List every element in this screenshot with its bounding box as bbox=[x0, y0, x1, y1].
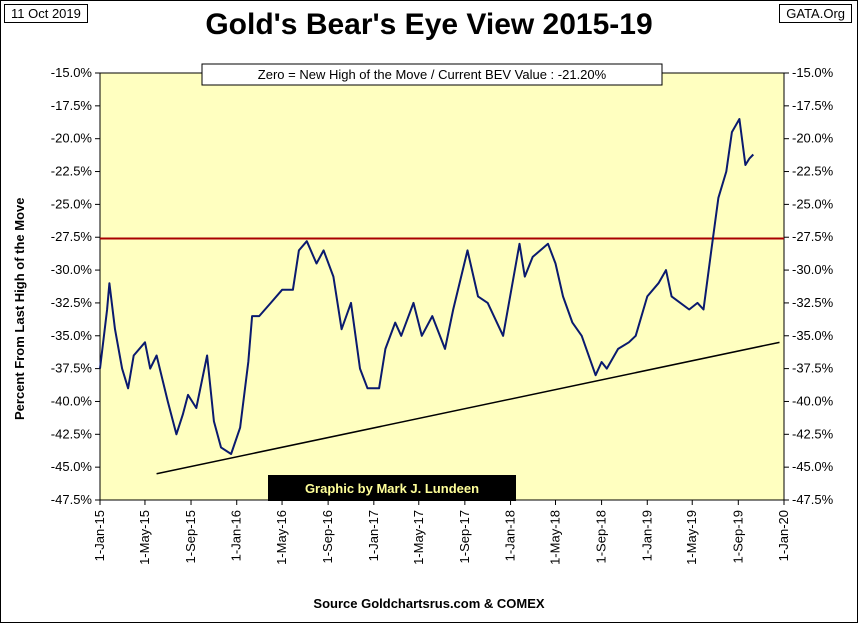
x-tick-label: 1-Sep-15 bbox=[183, 510, 198, 563]
y-tick-label: -17.5% bbox=[792, 98, 834, 113]
y-tick-label: -32.5% bbox=[792, 295, 834, 310]
y-tick-label: -15.0% bbox=[51, 65, 93, 80]
x-tick-label: 1-May-17 bbox=[411, 510, 426, 565]
y-tick-label: -47.5% bbox=[792, 492, 834, 507]
date-label: 11 Oct 2019 bbox=[4, 4, 88, 23]
x-tick-label: 1-May-16 bbox=[274, 510, 289, 565]
y-axis-label: Percent From Last High of the Move bbox=[12, 197, 27, 420]
y-tick-label: -25.0% bbox=[51, 196, 93, 211]
y-tick-label: -47.5% bbox=[51, 492, 93, 507]
x-tick-label: 1-May-18 bbox=[548, 510, 563, 565]
y-tick-label: -22.5% bbox=[51, 164, 93, 179]
y-tick-label: -37.5% bbox=[792, 361, 834, 376]
credit-box bbox=[268, 475, 516, 501]
plot-area bbox=[99, 72, 785, 501]
source-footer: Source Goldchartsrus.com & COMEX bbox=[313, 596, 545, 611]
x-tick-label: 1-Jan-15 bbox=[92, 510, 107, 561]
y-tick-label: -25.0% bbox=[792, 196, 834, 211]
x-tick-label: 1-Sep-19 bbox=[730, 510, 745, 563]
x-tick-label: 1-Jan-19 bbox=[639, 510, 654, 561]
y-tick-label: -17.5% bbox=[51, 98, 93, 113]
y-axis-left: -15.0% -17.5% -20.0% -22.5% -25.0% -27.5% -30.… bbox=[51, 65, 100, 507]
y-tick-label: -42.5% bbox=[792, 426, 834, 441]
x-axis: 1-Jan-15 1-May-15 1-Sep-15 1-Jan-16 1-May-16… bbox=[92, 500, 791, 565]
y-tick-label: -45.0% bbox=[792, 459, 834, 474]
y-tick-label: -22.5% bbox=[792, 164, 834, 179]
x-tick-label: 1-May-19 bbox=[684, 510, 699, 565]
y-axis-right: -15.0% -17.5% -20.0% -22.5% -25.0% -27.5% -30.… bbox=[784, 65, 834, 507]
credit-text: Graphic by Mark J. Lundeen bbox=[305, 481, 479, 496]
chart-title: Gold's Bear's Eye View 2015-19 bbox=[205, 8, 653, 41]
y-tick-label: -40.0% bbox=[792, 393, 834, 408]
y-tick-label: -20.0% bbox=[51, 131, 93, 146]
x-tick-label: 1-Jan-18 bbox=[503, 510, 518, 561]
x-tick-label: 1-Sep-18 bbox=[594, 510, 609, 563]
x-tick-label: 1-May-15 bbox=[137, 510, 152, 565]
annotation-text: Zero = New High of the Move / Current BE… bbox=[258, 67, 607, 82]
x-tick-label: 1-Sep-16 bbox=[320, 510, 335, 563]
y-tick-label: -35.0% bbox=[51, 328, 93, 343]
y-tick-label: -15.0% bbox=[792, 65, 834, 80]
series-line bbox=[99, 118, 755, 455]
y-tick-label: -27.5% bbox=[792, 229, 834, 244]
x-tick-label: 1-Sep-17 bbox=[457, 510, 472, 563]
y-tick-label: -20.0% bbox=[792, 131, 834, 146]
y-tick-label: -45.0% bbox=[51, 459, 93, 474]
x-tick-label: 1-Jan-16 bbox=[229, 510, 244, 561]
y-tick-label: -35.0% bbox=[792, 328, 834, 343]
trend-line bbox=[156, 341, 780, 475]
x-tick-label: 1-Jan-20 bbox=[776, 510, 791, 561]
y-tick-label: -27.5% bbox=[51, 229, 93, 244]
y-tick-label: -40.0% bbox=[51, 393, 93, 408]
y-tick-label: -30.0% bbox=[51, 262, 93, 277]
y-tick-label: -42.5% bbox=[51, 426, 93, 441]
x-tick-label: 1-Jan-17 bbox=[366, 510, 381, 561]
y-tick-label: -32.5% bbox=[51, 295, 93, 310]
source-tag: GATA.Org bbox=[779, 4, 852, 23]
y-tick-label: -30.0% bbox=[792, 262, 834, 277]
y-tick-label: -37.5% bbox=[51, 361, 93, 376]
annotation-box bbox=[201, 63, 663, 86]
